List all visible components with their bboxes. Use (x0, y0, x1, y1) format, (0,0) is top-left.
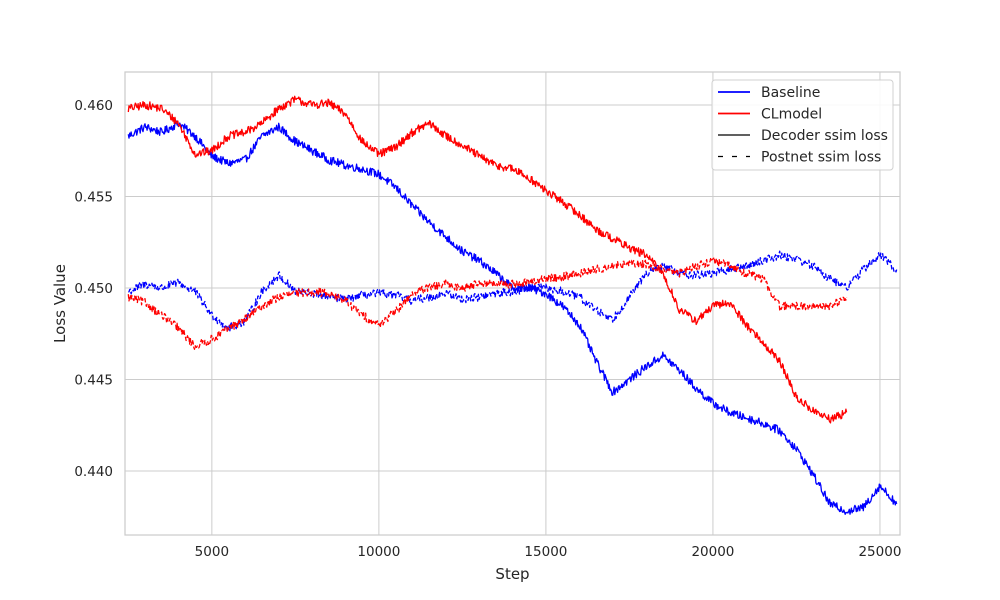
y-tick-label: 0.445 (74, 372, 113, 388)
legend-label: Postnet ssim loss (761, 150, 881, 166)
y-tick-label: 0.455 (74, 189, 113, 205)
x-axis-title: Step (495, 565, 529, 583)
y-tick-label: 0.450 (74, 281, 113, 297)
y-tick-label: 0.440 (74, 464, 113, 480)
x-tick-label: 10000 (357, 544, 400, 560)
legend-box (711, 79, 894, 171)
series-baseline-decoder (127, 120, 898, 515)
plot-frame (124, 71, 901, 536)
x-tick-label: 20000 (691, 544, 734, 560)
legend-label: CLmodel (761, 107, 822, 123)
series-baseline-postnet (128, 250, 898, 332)
x-tick-label: 15000 (524, 544, 567, 560)
series-layer (127, 95, 898, 515)
x-tick-labels: 5000 10000 15000 20000 25000 (195, 544, 902, 560)
legend-label: Decoder ssim loss (761, 128, 888, 144)
x-tick-label: 5000 (195, 544, 229, 560)
series-clmodel-decoder (127, 95, 848, 424)
y-axis-title: Loss Value (51, 264, 69, 343)
legend: Baseline CLmodel Decoder ssim loss Postnet … (711, 79, 894, 171)
x-tick-label: 25000 (858, 544, 901, 560)
legend-label: Baseline (761, 85, 820, 101)
y-tick-labels: 0.440 0.445 0.450 0.455 0.460 (74, 98, 113, 480)
y-tick-label: 0.460 (74, 98, 113, 114)
